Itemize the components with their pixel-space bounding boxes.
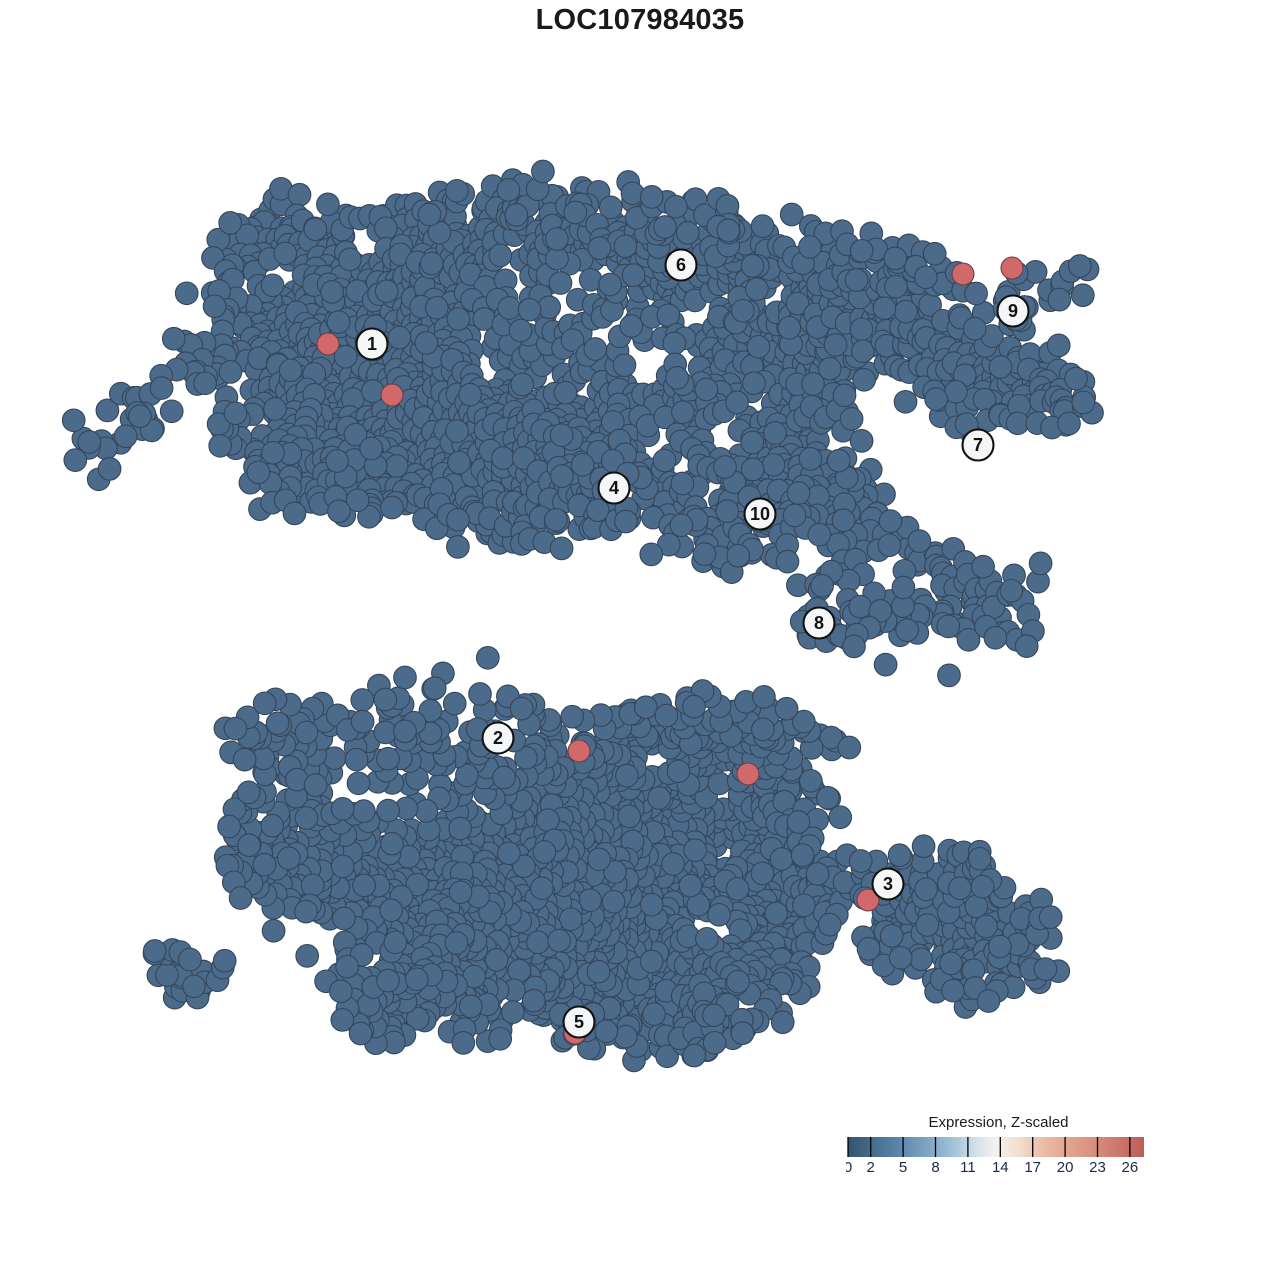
svg-text:3: 3 xyxy=(883,874,893,894)
svg-text:5: 5 xyxy=(899,1159,907,1175)
svg-text:6: 6 xyxy=(676,255,686,275)
svg-text:8: 8 xyxy=(814,613,824,633)
svg-text:17: 17 xyxy=(1024,1159,1041,1175)
svg-text:8: 8 xyxy=(931,1159,939,1175)
svg-text:20: 20 xyxy=(1057,1159,1074,1175)
svg-text:10: 10 xyxy=(750,504,770,524)
svg-text:2: 2 xyxy=(867,1159,875,1175)
svg-text:0: 0 xyxy=(846,1159,852,1175)
svg-text:4: 4 xyxy=(609,478,619,498)
svg-text:14: 14 xyxy=(992,1159,1009,1175)
svg-text:7: 7 xyxy=(973,435,983,455)
svg-text:26: 26 xyxy=(1122,1159,1139,1175)
svg-text:1: 1 xyxy=(367,334,377,354)
svg-text:5: 5 xyxy=(574,1012,584,1032)
svg-text:23: 23 xyxy=(1089,1159,1106,1175)
svg-text:9: 9 xyxy=(1008,301,1018,321)
svg-text:11: 11 xyxy=(960,1159,976,1175)
svg-text:2: 2 xyxy=(493,728,503,748)
